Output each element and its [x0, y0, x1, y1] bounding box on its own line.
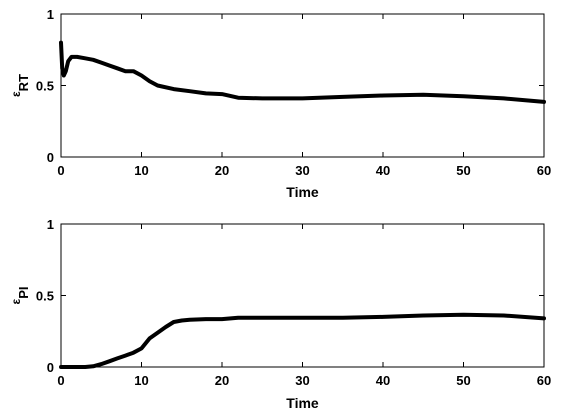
y-tick-label: 1: [47, 7, 54, 22]
series-line-0: [59, 312, 546, 369]
y-axis-label-symbol: ε: [9, 91, 23, 97]
series-line-0: [59, 40, 546, 104]
x-axis-label: Time: [286, 395, 319, 411]
x-tick-label: 10: [134, 163, 148, 178]
x-tick-label: 60: [537, 163, 551, 178]
y-tick-label: 0: [47, 360, 54, 375]
x-axis-label: Time: [286, 184, 319, 200]
y-axis-label-symbol: ε: [9, 299, 23, 305]
y-tick-label: 0.5: [36, 289, 54, 304]
x-tick-label: 0: [57, 373, 64, 388]
y-tick-label: 0.5: [36, 79, 54, 94]
y-tick-label: 0: [47, 150, 54, 165]
y-axis-label: εPI: [9, 287, 31, 305]
x-tick-label: 40: [376, 373, 390, 388]
plot-frame: [60, 13, 545, 158]
plot-frame: [60, 223, 545, 368]
x-tick-label: 0: [57, 163, 64, 178]
top-panel-rt: 0 10 20 30 40 50 60 0 0.5 1 Time εRT: [9, 7, 551, 200]
y-tick-label: 1: [47, 217, 54, 232]
x-tick-label: 20: [215, 163, 229, 178]
bottom-panel-pi: 0 10 20 30 40 50 60 0 0.5 1 Time εPI: [9, 217, 551, 411]
x-tick-label: 20: [215, 373, 229, 388]
x-tick-label: 30: [295, 373, 309, 388]
x-tick-label: 50: [456, 373, 470, 388]
y-axis-label-subscript: PI: [16, 287, 31, 299]
x-tick-label: 10: [134, 373, 148, 388]
x-tick-label: 60: [537, 373, 551, 388]
x-tick-label: 40: [376, 163, 390, 178]
y-axis-label-subscript: RT: [16, 74, 31, 91]
x-tick-label: 30: [295, 163, 309, 178]
x-tick-label: 50: [456, 163, 470, 178]
y-axis-label: εRT: [9, 74, 31, 97]
